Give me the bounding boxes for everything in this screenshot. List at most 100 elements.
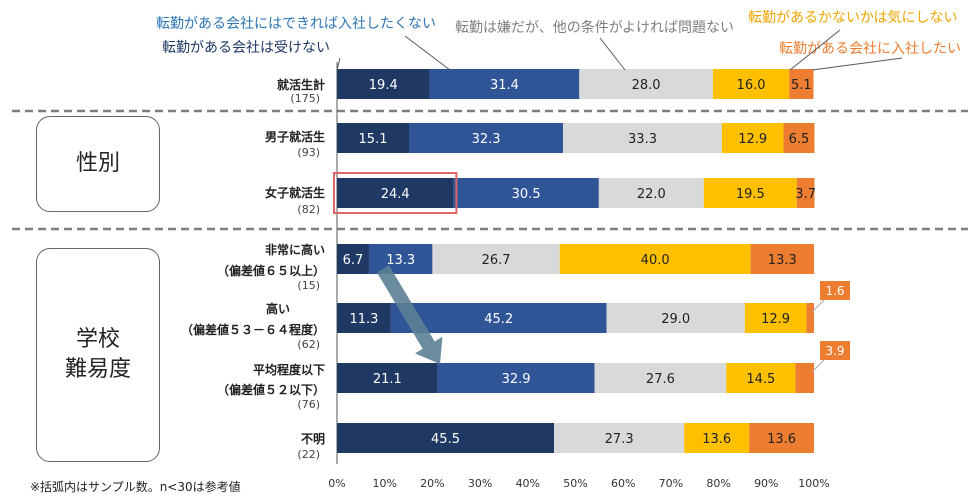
group-box-school-difficulty: 学校 難易度 <box>36 248 160 462</box>
x-tick-label: 40% <box>516 477 540 490</box>
data-label: 32.9 <box>502 372 531 387</box>
x-tick-label: 60% <box>611 477 635 490</box>
bar-segment-dont-care <box>559 244 751 274</box>
callout-leader <box>811 299 825 313</box>
data-label: 22.0 <box>637 187 666 202</box>
row-label-average-sub: （偏差値５２以下） <box>216 383 325 397</box>
group-label-school-line1: 学校 <box>75 327 120 352</box>
legend-cannot-accept: 転勤がある会社は受けない <box>162 40 330 56</box>
data-label: 3.7 <box>795 187 816 202</box>
bar-segment-dislike-but-ok <box>563 123 722 153</box>
bar-segment-want-transfer <box>806 303 814 333</box>
bar-segment-dislike-but-ok <box>594 363 727 393</box>
data-label: 6.7 <box>343 253 364 268</box>
data-label: 30.5 <box>512 187 541 202</box>
legend-leader-line <box>789 29 841 71</box>
data-label: 15.1 <box>359 132 388 147</box>
bar-segment-cannot-accept <box>337 363 438 393</box>
row-n-high: (62) <box>297 338 320 351</box>
x-tick-label: 80% <box>706 477 730 490</box>
row-label-male: 男子就活生 <box>264 130 325 144</box>
row-n-male: (93) <box>297 146 320 159</box>
row-label-unknown: 不明 <box>300 432 325 446</box>
callout-box <box>820 281 850 300</box>
row-n-total: (175) <box>290 92 320 105</box>
bar-segment-avoid-if-possible <box>390 303 607 333</box>
group-label-school-line2: 難易度 <box>64 357 131 382</box>
bar-segment-dont-care <box>744 303 807 333</box>
data-label: 29.0 <box>661 312 690 327</box>
bar-segment-dont-care <box>721 123 784 153</box>
data-label: 19.4 <box>369 78 398 93</box>
bar-segment-dont-care <box>726 363 796 393</box>
legend-avoid-if-possible: 転勤がある会社にはできれば入社したくない <box>156 16 436 32</box>
data-label: 13.3 <box>768 253 797 268</box>
x-tick-label: 70% <box>659 477 683 490</box>
callout-label: 1.6 <box>825 284 844 298</box>
data-label: 31.4 <box>490 78 519 93</box>
row-label-high: 高い <box>265 302 290 316</box>
data-label: 16.0 <box>737 78 766 93</box>
row-label-female: 女子就活生 <box>264 186 325 200</box>
bar-segment-cannot-accept <box>337 303 391 333</box>
legend-leader-line <box>599 37 626 71</box>
row-label-high-sub: （偏差値５３－６４程度） <box>180 323 325 337</box>
bar-segment-want-transfer <box>749 423 814 453</box>
data-label: 6.5 <box>789 132 810 147</box>
row-label-very-high: 非常に高い <box>264 243 325 257</box>
x-tick-label: 10% <box>372 477 396 490</box>
row-n-very-high: (15) <box>297 279 320 292</box>
legend-leader-line <box>811 57 903 71</box>
bar-segment-dislike-but-ok <box>579 69 713 99</box>
bar-segment-dislike-but-ok <box>432 244 560 274</box>
bar-segment-dislike-but-ok <box>606 303 745 333</box>
bar-segment-avoid-if-possible <box>437 363 595 393</box>
data-label: 13.6 <box>702 432 731 447</box>
data-label: 32.3 <box>472 132 501 147</box>
data-label: 21.1 <box>373 372 402 387</box>
bar-segment-dont-care <box>712 69 790 99</box>
data-label: 13.6 <box>767 432 796 447</box>
trend-arrow-shape <box>376 265 443 364</box>
x-tick-label: 0% <box>328 477 345 490</box>
bar-segment-want-transfer <box>750 244 814 274</box>
callout-box <box>820 341 850 360</box>
legend-want-transfer: 転勤がある会社に入社したい <box>779 41 961 57</box>
bar-segment-avoid-if-possible <box>409 123 564 153</box>
x-tick-label: 30% <box>468 477 492 490</box>
bar-segment-dont-care <box>703 178 797 208</box>
x-tick-label: 90% <box>754 477 778 490</box>
group-label-gender: 性別 <box>75 151 120 176</box>
bar-segment-cannot-accept <box>337 423 555 453</box>
bar-segment-cannot-accept <box>337 244 369 274</box>
data-label: 14.5 <box>746 372 775 387</box>
data-label: 40.0 <box>641 253 670 268</box>
data-label: 24.4 <box>381 187 410 202</box>
callout-leader <box>811 359 825 373</box>
data-label: 27.3 <box>605 432 634 447</box>
group-box-gender: 性別 <box>36 116 160 212</box>
bar-segment-avoid-if-possible <box>453 178 599 208</box>
data-label: 5.1 <box>791 78 812 93</box>
x-tick-label: 20% <box>420 477 444 490</box>
legend-leader-line <box>336 57 341 71</box>
row-label-very-high-sub: （偏差値６５以上） <box>216 264 325 278</box>
bar-segment-dislike-but-ok <box>598 178 704 208</box>
row-label-average: 平均程度以下 <box>252 363 325 377</box>
bar-segment-want-transfer <box>796 178 815 208</box>
footnote: ※括弧内はサンプル数。n<30は参考値 <box>30 480 241 494</box>
bar-segment-avoid-if-possible <box>368 244 433 274</box>
data-label: 11.3 <box>349 312 378 327</box>
row-label-total: 就活生計 <box>276 78 325 92</box>
row-n-female: (82) <box>297 203 320 216</box>
data-label: 12.9 <box>761 312 790 327</box>
bar-segment-want-transfer <box>783 123 815 153</box>
data-label: 19.5 <box>736 187 765 202</box>
data-label: 26.7 <box>482 253 511 268</box>
x-tick-label: 100% <box>798 477 829 490</box>
row-n-average: (76) <box>297 398 320 411</box>
data-label: 28.0 <box>632 78 661 93</box>
bar-segment-dislike-but-ok <box>554 423 685 453</box>
data-label: 45.5 <box>431 432 460 447</box>
bar-segment-cannot-accept <box>337 178 454 208</box>
